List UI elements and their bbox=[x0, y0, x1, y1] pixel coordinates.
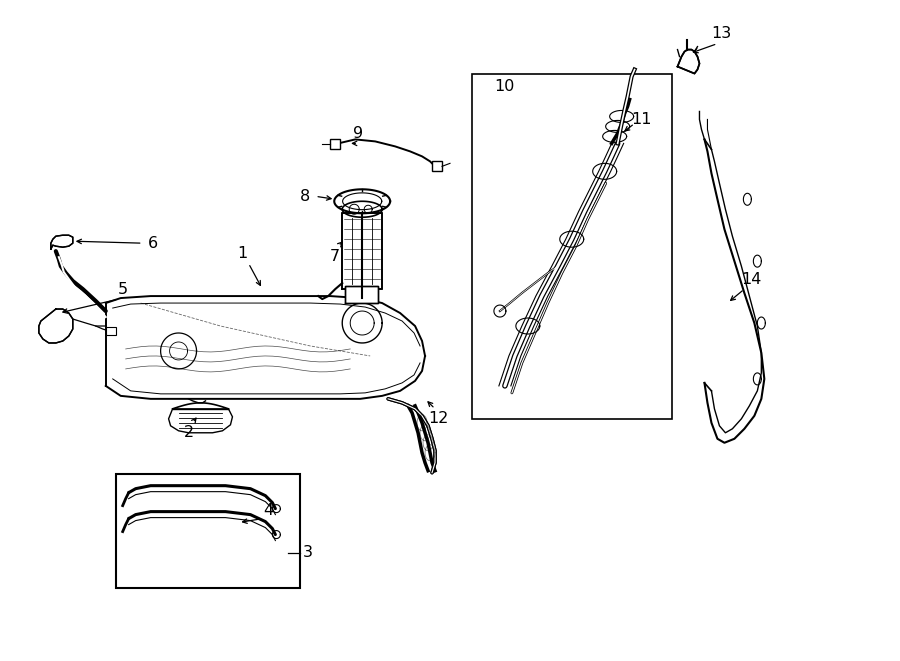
Text: 5: 5 bbox=[118, 282, 128, 297]
Polygon shape bbox=[39, 309, 73, 343]
Text: 13: 13 bbox=[711, 26, 732, 41]
Text: 9: 9 bbox=[353, 126, 364, 141]
Text: 4: 4 bbox=[264, 503, 274, 518]
Polygon shape bbox=[678, 50, 699, 73]
Bar bbox=[432, 161, 442, 171]
Text: 14: 14 bbox=[742, 272, 761, 287]
Bar bbox=[330, 139, 340, 149]
Polygon shape bbox=[50, 235, 73, 249]
Polygon shape bbox=[346, 286, 378, 303]
Bar bbox=[105, 327, 116, 335]
Polygon shape bbox=[168, 409, 232, 433]
Bar bbox=[116, 474, 301, 588]
Polygon shape bbox=[105, 296, 425, 399]
Text: 8: 8 bbox=[301, 189, 310, 204]
Text: 1: 1 bbox=[238, 246, 248, 260]
Text: 11: 11 bbox=[631, 112, 652, 127]
Text: 6: 6 bbox=[148, 236, 157, 251]
Text: 12: 12 bbox=[428, 411, 448, 426]
Text: 2: 2 bbox=[184, 425, 194, 440]
Text: 10: 10 bbox=[495, 79, 515, 94]
Text: 7: 7 bbox=[330, 249, 340, 264]
Text: 3: 3 bbox=[303, 545, 313, 560]
Polygon shape bbox=[342, 214, 382, 289]
